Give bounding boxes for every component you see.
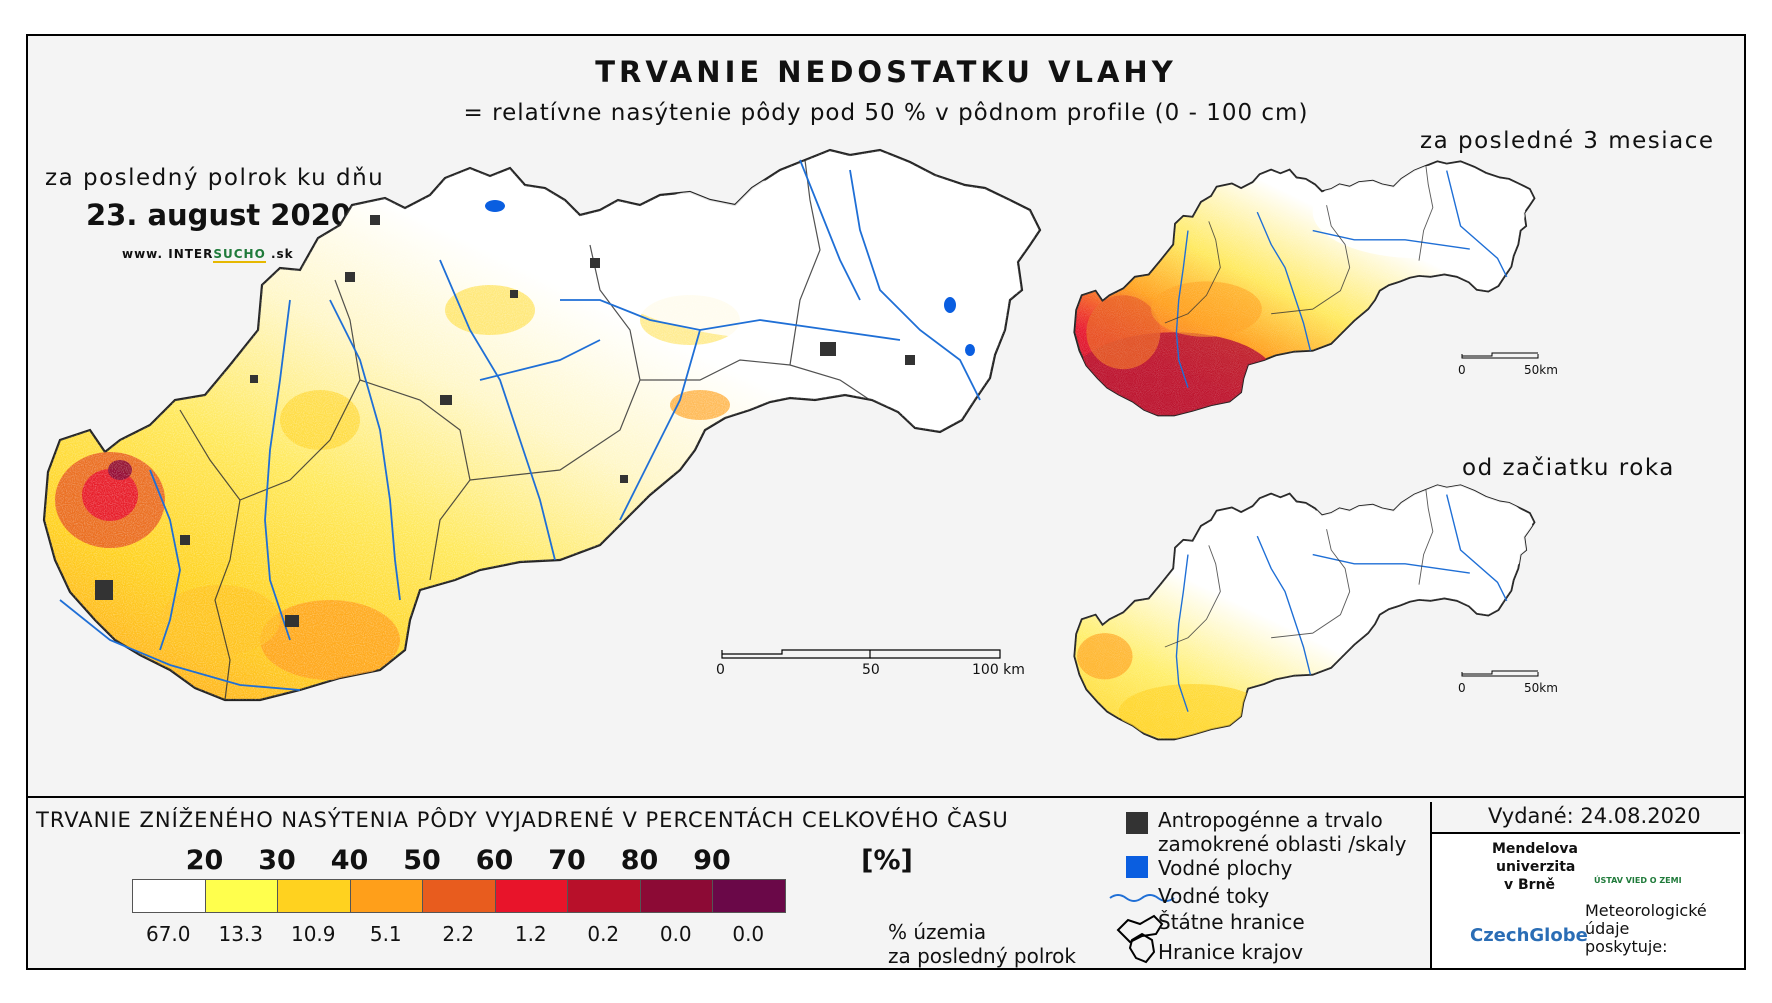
shmu-logo-text: SHMÚ [1690,940,1724,951]
key-state-border: Štátne hranice [1158,910,1305,934]
water-body-swatch [1126,856,1148,878]
website-link[interactable]: www. INTERSUCHO .sk [122,247,294,263]
meteo-line-2: údaje [1585,919,1630,938]
key-anthropogenic-line-1: Antropogénne a trvalo [1158,808,1383,832]
legend-class-swatch [132,879,206,913]
main-scale-tick-50: 50 [862,662,880,678]
key-anthropogenic-line-2: zamokrené oblasti /skaly [1158,832,1407,856]
legend-threshold-70: 70 [548,845,586,876]
mendel-university-logo: Mendelova univerzita v Brně [1492,840,1578,894]
uvz-logo-text: ÚSTAV VIED O ZEMI [1594,876,1682,885]
inset-ytd-map [1073,484,1536,741]
inset-3m-label: za posledné 3 mesiace [1420,128,1715,154]
legend-threshold-50: 50 [403,845,441,876]
region-border-symbol [1128,932,1156,964]
key-rivers: Vodné toky [1158,884,1270,908]
legend-class-share: 0.0 [732,922,765,946]
inset-3m-scale-tick-0: 0 [1458,363,1466,377]
inset-3m-scale-bar [1461,352,1539,359]
legend-class-swatch [712,879,786,913]
issued-date: Vydané: 24.08.2020 [1488,804,1701,828]
legend-threshold-80: 80 [620,845,659,876]
legend-threshold-20: 20 [185,845,224,876]
legend-title: TRVANIE ZNÍŽENÉHO NASÝTENIA PÔDY VYJADRE… [36,808,1009,832]
legend-class-share: 5.1 [369,922,402,946]
legend-threshold-40: 40 [330,845,369,876]
legend-class-swatch [422,879,496,913]
river-symbol [1109,894,1175,902]
inset-3m-map [1073,160,1536,417]
legend-unit: [%] [861,845,913,876]
main-map [42,148,1042,702]
main-scale-bar [721,649,1001,659]
legend-class-share: 10.9 [290,922,336,946]
main-scale-tick-100: 100 km [972,662,1025,678]
map-title: TRVANIE NEDOSTATKU VLAHY [595,55,1177,89]
website-suffix: .sk [265,247,294,261]
mendel-line-3: v Brně [1504,877,1556,893]
legend-class-swatch [349,879,423,913]
main-scale-tick-0: 0 [716,662,725,678]
inset-3m-scale-tick-50: 50km [1524,363,1558,377]
legend-class-share: 67.0 [145,922,191,946]
inset-ytd-label: od začiatku roka [1462,455,1675,481]
inset-ytd-scale-tick-50: 50km [1524,681,1558,695]
legend-share-note: % územia za posledný polrok [888,920,1076,968]
legend-class-share: 13.3 [218,922,264,946]
legend-share-note-1: % územia [888,920,987,944]
inset-ytd-scale-bar [1461,670,1539,677]
legend-threshold-30: 30 [258,845,296,876]
period-label: za posledný polrok ku dňu [45,165,385,191]
legend-class-swatch [567,879,641,913]
mendel-line-1: Mendelova [1492,841,1578,857]
legend-share-note-2: za posledný polrok [888,944,1076,968]
legend-class-swatch [639,879,713,913]
logo-box [1430,834,1744,968]
map-subtitle: = relatívne nasýtenie pôdy pod 50 % v pô… [463,100,1309,126]
legend-class-swatch [494,879,568,913]
czechglobe-logo-text: CzechGlobe [1470,925,1588,946]
legend-class-share: 2.2 [442,922,475,946]
meteo-data-provider: Meteorologické údaje poskytuje: [1585,902,1707,956]
website-prefix: www. INTER [122,247,214,261]
key-water-bodies: Vodné plochy [1158,856,1293,880]
legend-class-share: 1.2 [514,922,547,946]
meteo-line-3: poskytuje: [1585,937,1668,956]
anthropogenic-swatch [1126,812,1148,834]
date-label: 23. august 2020 [86,198,352,232]
mendel-line-2: univerzita [1496,859,1576,875]
key-anthropogenic: Antropogénne a trvalo zamokrené oblasti /… [1158,808,1406,856]
legend-class-swatch [204,879,278,913]
key-region-border: Hranice krajov [1158,940,1304,964]
meteo-line-1: Meteorologické [1585,901,1707,920]
legend-panel [26,796,1746,970]
legend-class-share: 0.0 [659,922,692,946]
legend-class-swatch [277,879,351,913]
legend-class-share: 0.2 [587,922,620,946]
state-border-symbol [1116,914,1164,944]
issued-box [1430,802,1740,834]
legend-threshold-60: 60 [475,845,514,876]
website-brand: SUCHO [213,247,266,263]
inset-ytd-scale-tick-0: 0 [1458,681,1466,695]
legend-threshold-90: 90 [693,845,731,876]
